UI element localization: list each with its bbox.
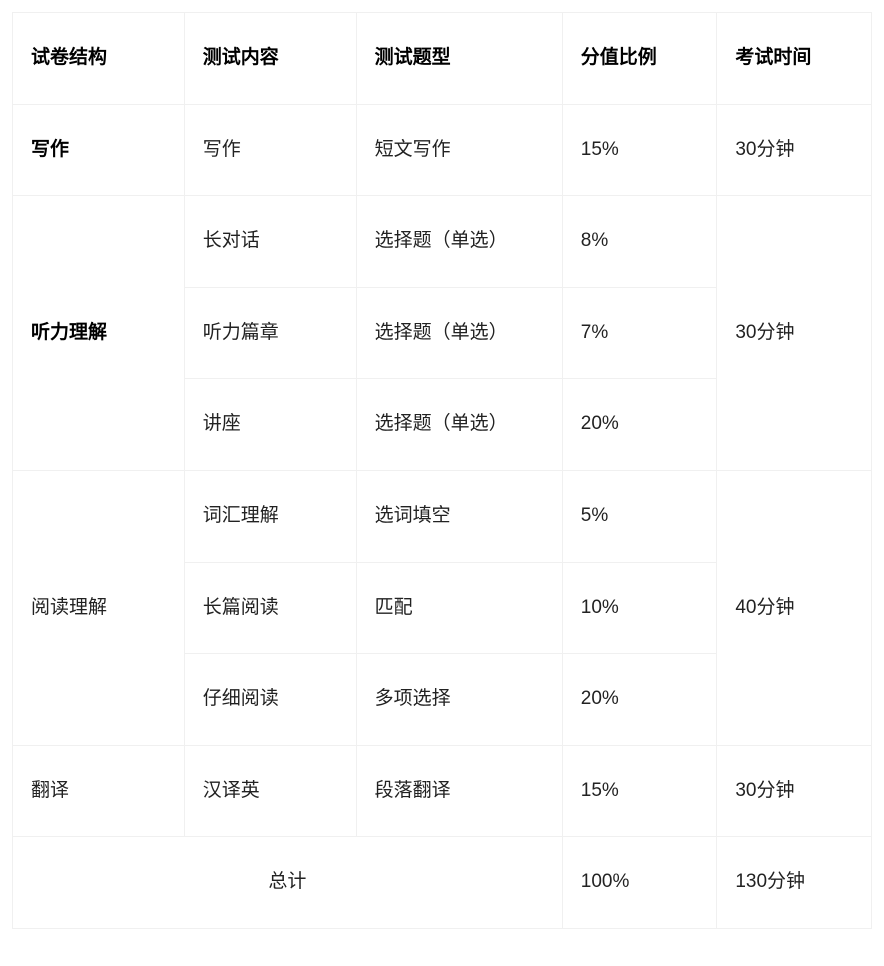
table-row: 翻译 汉译英 段落翻译 15% 30分钟	[13, 745, 872, 837]
col-header-type: 测试题型	[356, 13, 562, 105]
col-header-structure: 试卷结构	[13, 13, 185, 105]
cell-type: 选择题（单选）	[356, 196, 562, 288]
cell-type: 多项选择	[356, 654, 562, 746]
table-total-row: 总计 100% 130分钟	[13, 837, 872, 929]
cell-percent: 15%	[562, 104, 717, 196]
table-header-row: 试卷结构 测试内容 测试题型 分值比例 考试时间	[13, 13, 872, 105]
cell-content: 听力篇章	[184, 287, 356, 379]
cell-total-duration: 130分钟	[717, 837, 872, 929]
cell-structure: 写作	[13, 104, 185, 196]
cell-content: 汉译英	[184, 745, 356, 837]
cell-type: 选择题（单选）	[356, 379, 562, 471]
cell-percent: 8%	[562, 196, 717, 288]
cell-duration: 30分钟	[717, 196, 872, 471]
cell-structure: 阅读理解	[13, 470, 185, 745]
cell-content: 仔细阅读	[184, 654, 356, 746]
cell-percent: 20%	[562, 654, 717, 746]
cell-structure: 听力理解	[13, 196, 185, 471]
cell-total-percent: 100%	[562, 837, 717, 929]
col-header-duration: 考试时间	[717, 13, 872, 105]
cell-percent: 20%	[562, 379, 717, 471]
cell-type: 段落翻译	[356, 745, 562, 837]
cell-content: 写作	[184, 104, 356, 196]
cell-percent: 7%	[562, 287, 717, 379]
cell-type: 匹配	[356, 562, 562, 654]
exam-structure-table: 试卷结构 测试内容 测试题型 分值比例 考试时间 写作 写作 短文写作 15% …	[12, 12, 872, 929]
cell-type: 选词填空	[356, 470, 562, 562]
cell-percent: 15%	[562, 745, 717, 837]
cell-duration: 30分钟	[717, 745, 872, 837]
col-header-content: 测试内容	[184, 13, 356, 105]
table-body: 写作 写作 短文写作 15% 30分钟 听力理解 长对话 选择题（单选） 8% …	[13, 104, 872, 928]
cell-type: 选择题（单选）	[356, 287, 562, 379]
table-row: 写作 写作 短文写作 15% 30分钟	[13, 104, 872, 196]
cell-content: 词汇理解	[184, 470, 356, 562]
cell-type: 短文写作	[356, 104, 562, 196]
cell-content: 讲座	[184, 379, 356, 471]
cell-structure: 翻译	[13, 745, 185, 837]
col-header-percent: 分值比例	[562, 13, 717, 105]
cell-duration: 30分钟	[717, 104, 872, 196]
table-row: 阅读理解 词汇理解 选词填空 5% 40分钟	[13, 470, 872, 562]
cell-percent: 10%	[562, 562, 717, 654]
cell-percent: 5%	[562, 470, 717, 562]
cell-duration: 40分钟	[717, 470, 872, 745]
cell-total-label: 总计	[13, 837, 563, 929]
table-row: 听力理解 长对话 选择题（单选） 8% 30分钟	[13, 196, 872, 288]
cell-content: 长对话	[184, 196, 356, 288]
cell-content: 长篇阅读	[184, 562, 356, 654]
